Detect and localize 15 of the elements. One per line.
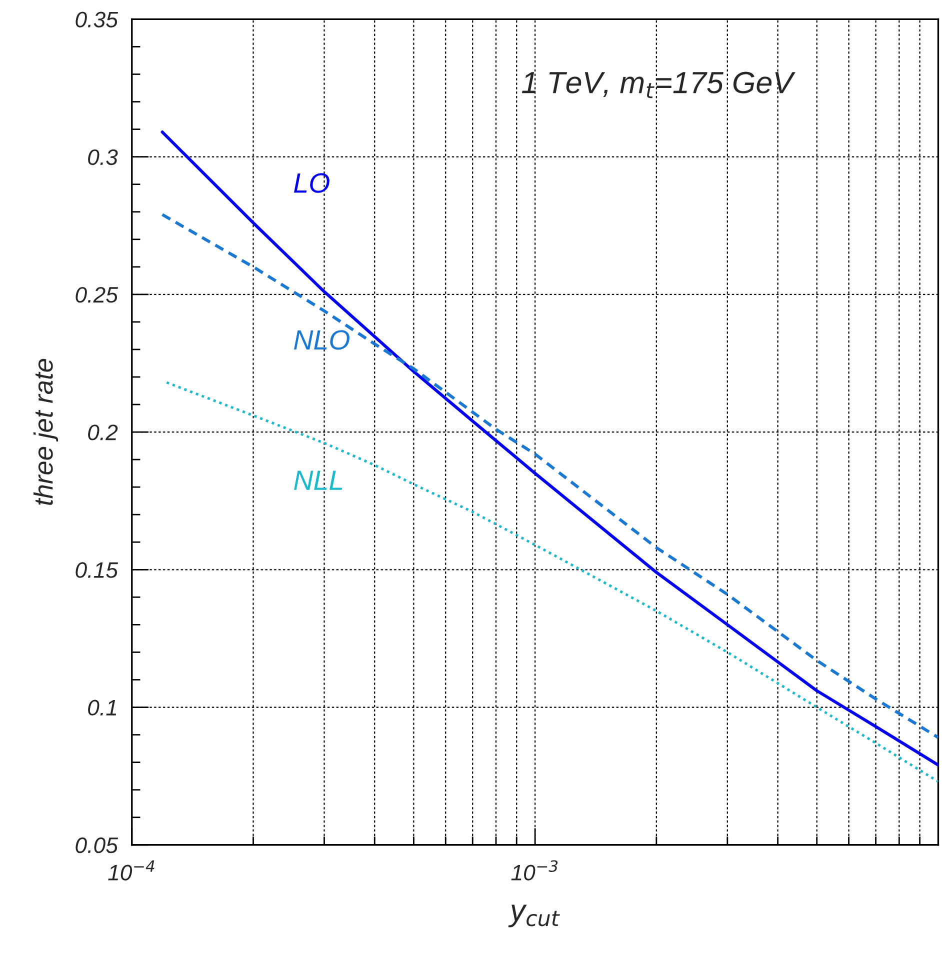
x-tick-label: 10$^{−3}$ <box>511 860 558 880</box>
y-tick-label: 0.35 <box>76 12 118 28</box>
x-axis-title: y$_{cut}$ <box>508 904 560 928</box>
y-tick-label: 0.15 <box>76 562 118 578</box>
y-tick-label: 0.2 <box>88 424 118 440</box>
y-tick-label: 0.3 <box>88 149 118 166</box>
series-label: NLO <box>294 330 350 350</box>
x-tick-label: 10$^{−4}$ <box>108 860 154 880</box>
y-tick-label: 0.25 <box>76 286 118 303</box>
series-label: LO <box>294 173 330 193</box>
y-axis-title: three jet rate <box>33 358 58 505</box>
y-tick-label: 0.05 <box>76 837 118 854</box>
text: 1 TeV, m$_{t}$=175 GeV <box>522 72 796 98</box>
series-label: NLL <box>294 470 342 490</box>
y-tick-label: 0.1 <box>88 700 116 716</box>
